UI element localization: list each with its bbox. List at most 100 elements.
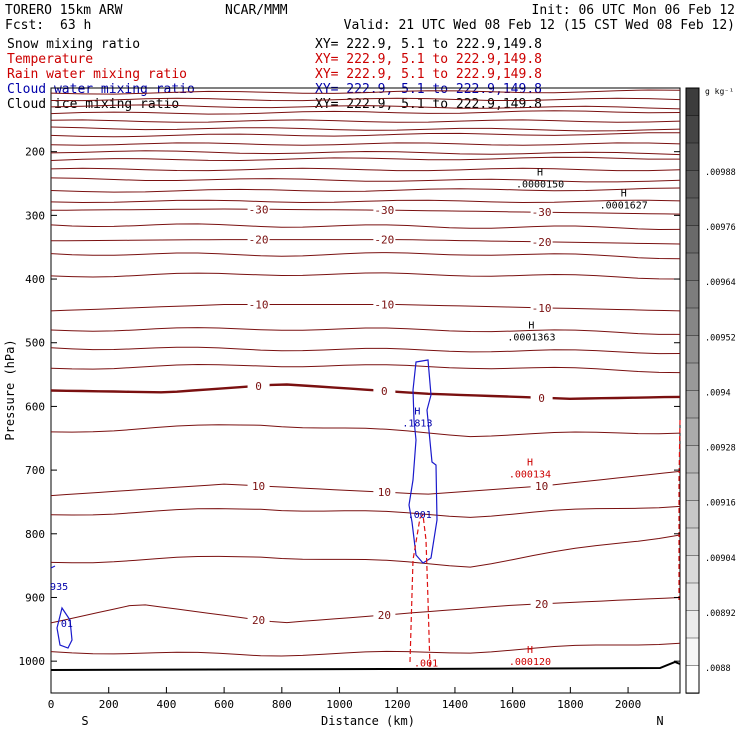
stratosphere-isotherm <box>50 142 681 146</box>
colorbar-unit: g kg⁻¹ <box>705 87 734 96</box>
isotherm-label: -10 <box>532 302 552 315</box>
isotherm-label: 20 <box>252 614 265 627</box>
colorbar-label: .00952 <box>705 333 736 343</box>
x-tick-label: 1000 <box>326 698 353 711</box>
colorbar-cell <box>685 252 700 282</box>
isotherm-label: 0 <box>538 392 545 405</box>
isotherm <box>50 252 681 260</box>
cloud-water-edge <box>50 565 56 569</box>
colorbar-cell <box>685 197 700 227</box>
extremum-value: .0001627 <box>600 201 648 212</box>
colorbar-cell <box>685 335 700 364</box>
isotherm-label-bg <box>373 486 396 498</box>
colorbar-cell <box>685 472 700 502</box>
extremum-marker: H <box>528 320 534 331</box>
fcst-label: Fcst: <box>5 18 44 33</box>
colorbar-cell <box>685 527 700 557</box>
isotherm--20 <box>50 239 681 245</box>
isotherm-label-bg <box>247 203 270 215</box>
legend-xy: XY= 222.9, 5.1 to 222.9,149.8 <box>315 67 542 82</box>
extremum-value: .000120 <box>509 657 551 668</box>
legend-label: Temperature <box>7 52 93 67</box>
isotherm-label: 20 <box>378 609 391 622</box>
extremum-marker: H <box>537 168 543 179</box>
cloud-water-contour <box>408 359 438 564</box>
isotherm-0 <box>50 383 681 401</box>
surface-line <box>50 660 681 671</box>
isotherm--30 <box>50 208 681 215</box>
stratosphere-isotherm <box>50 156 680 162</box>
isotherm-label: -20 <box>532 236 552 249</box>
isotherm-label-bg <box>247 479 270 491</box>
stratosphere-isotherm <box>50 199 681 204</box>
y-tick-label: 400 <box>25 273 45 286</box>
isotherm <box>50 505 681 518</box>
colorbar-label: .00964 <box>705 278 736 288</box>
isotherm <box>50 327 680 335</box>
x-tick-label: 200 <box>99 698 119 711</box>
isotherm-label-bg <box>530 235 553 247</box>
isotherm-label: -20 <box>374 234 394 247</box>
isotherm-label-bg <box>373 204 396 216</box>
stratosphere-isotherm <box>50 97 681 102</box>
extremum-marker: H <box>414 406 420 417</box>
isotherm--10 <box>50 304 681 312</box>
colorbar-cell <box>685 665 700 694</box>
stratosphere-isotherm <box>50 110 681 115</box>
stratosphere-isotherm <box>50 126 681 132</box>
colorbar-cell <box>685 170 700 199</box>
y-tick-label: 200 <box>25 146 45 159</box>
isotherm-label-bg <box>530 206 553 218</box>
rain-water-contour <box>409 513 431 669</box>
isotherm-label-bg <box>373 298 396 310</box>
x-tick-label: 1200 <box>384 698 411 711</box>
colorbar-label: .00988 <box>705 168 736 178</box>
x-tick-label: 2000 <box>615 698 642 711</box>
isotherm-label-bg <box>530 597 553 609</box>
x-tick-label: 1800 <box>557 698 584 711</box>
legend-xy: XY= 222.9, 5.1 to 222.9,149.8 <box>315 82 542 97</box>
stratosphere-isotherm <box>50 104 681 110</box>
y-tick-label: 1000 <box>19 655 46 668</box>
colorbar-cell <box>685 637 700 667</box>
colorbar-cell <box>685 307 700 337</box>
colorbar-label: .00904 <box>705 554 736 564</box>
stratosphere-isotherm <box>50 132 681 138</box>
colorbar-label: .0094 <box>705 388 731 398</box>
y-tick-label: 900 <box>25 591 45 604</box>
valid-time: Valid: 21 UTC Wed 08 Feb 12 (15 CST Wed … <box>344 18 735 33</box>
endpoint-south: S <box>81 714 88 728</box>
legend-xy: XY= 222.9, 5.1 to 222.9,149.8 <box>315 37 542 52</box>
axes: 0 200 400 600 800 1000 1200 1400 1600 1800 2000200… <box>19 146 680 711</box>
x-tick-label: 400 <box>156 698 176 711</box>
isotherm <box>50 534 681 568</box>
y-tick-label: 300 <box>25 209 45 222</box>
legend-label: Cloud ice mixing ratio <box>7 97 179 112</box>
init-time: Init: 06 UTC Mon 06 Feb 12 <box>532 3 736 18</box>
y-tick-label: 700 <box>25 464 45 477</box>
colorbar-frame <box>685 87 700 694</box>
stratosphere-isotherm <box>50 167 681 172</box>
colorbar-cell <box>685 500 700 529</box>
isotherm-label-bg <box>247 613 270 625</box>
isotherm-label: 0 <box>255 380 262 393</box>
y-tick-label: 600 <box>25 400 45 413</box>
stratosphere-isotherm <box>50 187 681 193</box>
isotherm-label: -30 <box>532 206 552 219</box>
colorbar-label: .00916 <box>705 499 736 509</box>
colorbar-cell <box>685 390 700 419</box>
contour-label: .001 <box>408 510 432 521</box>
colorbar-label: .0088 <box>705 664 731 674</box>
contour-label: 01 <box>61 619 73 630</box>
colorbar-cell <box>685 445 700 474</box>
colorbar-cell <box>685 555 700 584</box>
colorbar-cell <box>685 225 700 254</box>
rain-water-contour-north <box>678 419 681 600</box>
extremum-marker: H <box>527 645 533 656</box>
colorbar: .00988 .00976 .00964 .00952 .0094 .00928 .0091… <box>685 87 736 694</box>
isotherm-label: -20 <box>249 234 269 247</box>
isotherm-label: -30 <box>249 203 269 216</box>
colorbar-cell <box>685 142 700 172</box>
stratosphere-isotherm <box>50 150 681 156</box>
